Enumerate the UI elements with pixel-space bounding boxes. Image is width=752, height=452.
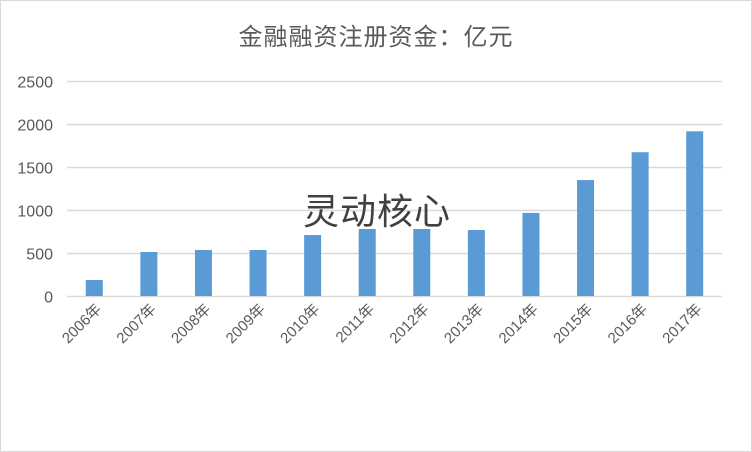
bar xyxy=(85,280,103,296)
bar xyxy=(522,212,540,296)
x-tick-label: 2006年 xyxy=(59,301,105,347)
x-tick-label: 2010年 xyxy=(277,301,323,347)
x-tick-label: 2016年 xyxy=(605,301,651,347)
x-tick-label: 2009年 xyxy=(223,301,269,347)
y-axis-labels: 0 500 1000 1500 2000 2500 xyxy=(17,75,53,307)
bar xyxy=(304,235,322,296)
bar xyxy=(413,229,431,296)
x-tick-label: 2013年 xyxy=(441,301,487,347)
y-tick-label: 0 xyxy=(44,290,53,307)
x-tick-label: 2011年 xyxy=(333,301,378,346)
chart-title: 金融融资注册资金：亿元 xyxy=(238,23,514,51)
y-tick-label: 2500 xyxy=(17,75,53,92)
bar xyxy=(577,180,595,296)
bars xyxy=(85,131,704,296)
y-tick-label: 1500 xyxy=(17,161,53,178)
y-tick-label: 2000 xyxy=(17,118,53,135)
x-tick-label: 2015年 xyxy=(550,301,596,347)
bar xyxy=(631,152,649,296)
y-tick-label: 1000 xyxy=(17,204,53,221)
x-tick-label: 2008年 xyxy=(168,301,214,347)
x-tick-label: 2007年 xyxy=(113,301,159,347)
x-tick-label: 2012年 xyxy=(386,301,432,347)
bar xyxy=(140,251,158,296)
watermark-text: 灵动核心 xyxy=(303,192,452,233)
bar xyxy=(249,249,267,296)
x-axis-labels: 2006年 2007年 2008年 2009年 2010年 2011年 2012年 2013年… xyxy=(59,301,706,347)
x-tick-label: 2017年 xyxy=(659,301,705,347)
bar xyxy=(358,229,376,296)
bar xyxy=(467,230,485,296)
bar xyxy=(194,249,212,296)
bar xyxy=(686,131,704,296)
x-tick-label: 2014年 xyxy=(496,301,542,347)
gridlines xyxy=(67,80,722,298)
y-tick-label: 500 xyxy=(26,247,53,264)
